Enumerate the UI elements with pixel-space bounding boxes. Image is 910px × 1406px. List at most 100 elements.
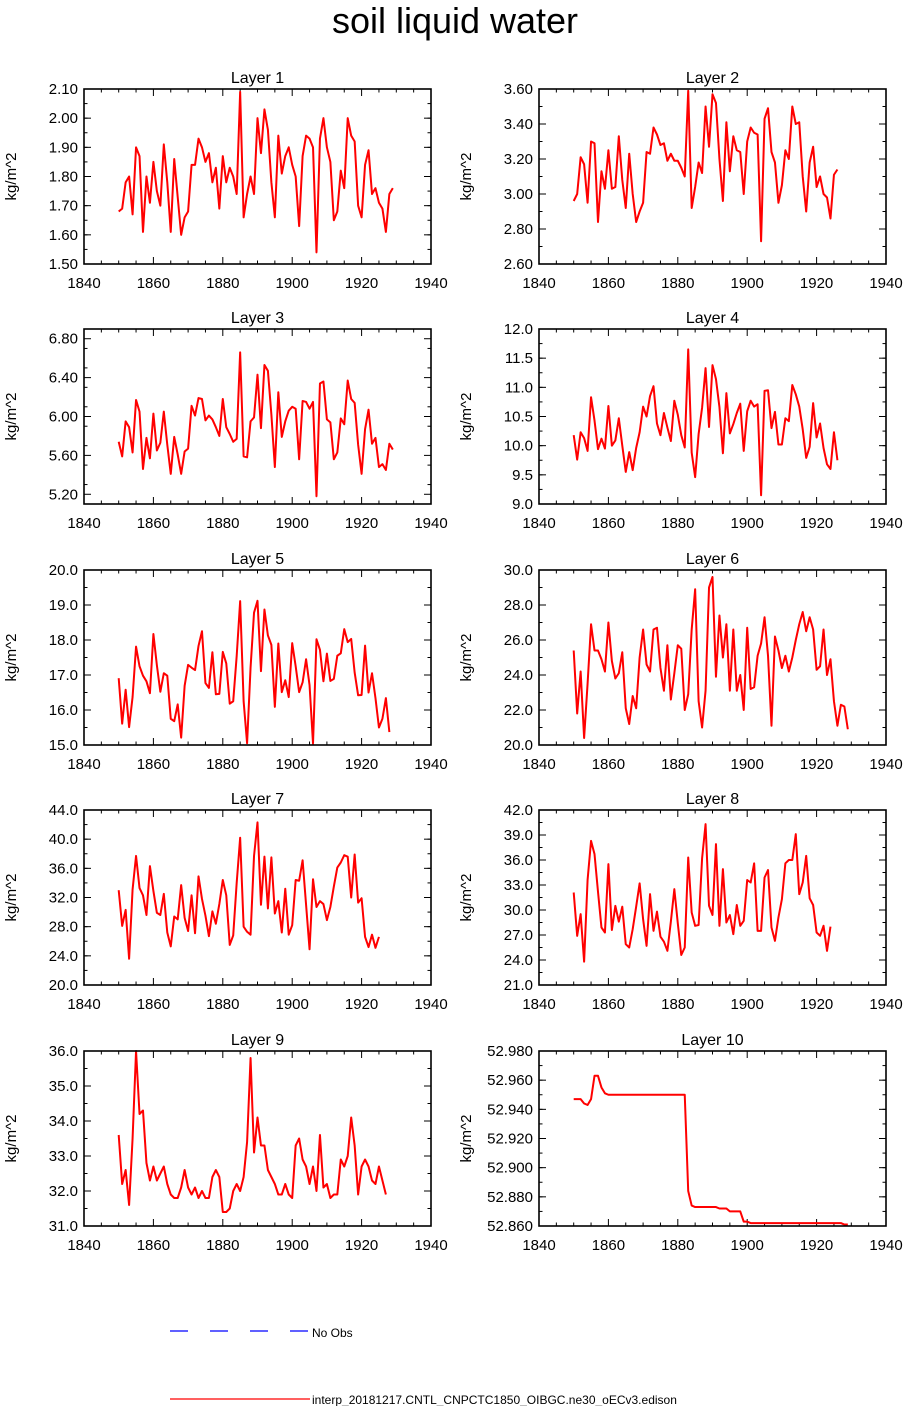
plot-frame — [83, 809, 432, 986]
y-tick-label: 36.0 — [504, 852, 533, 869]
y-tick-label: 1.80 — [49, 169, 78, 186]
x-tick-label: 1940 — [869, 275, 902, 292]
plot-frame — [83, 569, 432, 746]
x-tick-label: 1880 — [206, 756, 239, 773]
data-series-line — [573, 1074, 848, 1226]
y-tick-label: 24.0 — [504, 952, 533, 969]
y-tick-label: 12.0 — [504, 321, 533, 338]
y-tick-label: 36.0 — [49, 860, 78, 877]
x-tick-label: 1900 — [276, 275, 309, 292]
y-tick-label: 33.0 — [504, 877, 533, 894]
x-tick-label: 1880 — [661, 756, 694, 773]
data-series-line — [118, 90, 394, 254]
legend-obs-label: No Obs — [312, 1326, 353, 1340]
y-tick-label: 42.0 — [504, 802, 533, 819]
x-tick-label: 1840 — [522, 515, 555, 532]
x-tick-label: 1940 — [414, 996, 447, 1013]
x-tick-label: 1940 — [414, 1237, 447, 1254]
y-tick-label: 36.0 — [49, 1043, 78, 1060]
x-tick-label: 1860 — [137, 1237, 170, 1254]
plot-frame — [83, 328, 432, 505]
y-tick-label: 1.50 — [49, 256, 78, 273]
x-tick-label: 1940 — [414, 275, 447, 292]
y-tick-label: 52.900 — [487, 1160, 533, 1177]
panel-title: Layer 6 — [686, 551, 739, 568]
y-axis-label: kg/m^2 — [458, 1115, 475, 1163]
panel-title: Layer 9 — [231, 1032, 284, 1049]
x-tick-label: 1860 — [592, 515, 625, 532]
x-tick-label: 1880 — [206, 275, 239, 292]
chart-panel-7: Layer 7 kg/m^2 1840 1860 1880 1900 1920 1940 20.… — [3, 791, 448, 1013]
y-tick-label: 6.40 — [49, 370, 78, 387]
y-tick-label: 3.20 — [504, 151, 533, 168]
plot-frame — [538, 1050, 887, 1227]
x-tick-label: 1840 — [67, 996, 100, 1013]
x-tick-label: 1880 — [206, 515, 239, 532]
y-tick-label: 17.0 — [49, 667, 78, 684]
y-tick-label: 27.0 — [504, 927, 533, 944]
y-tick-label: 2.00 — [49, 110, 78, 127]
y-tick-label: 21.0 — [504, 977, 533, 994]
y-tick-label: 52.980 — [487, 1043, 533, 1060]
y-tick-label: 1.70 — [49, 198, 78, 215]
y-tick-label: 15.0 — [49, 737, 78, 754]
x-tick-label: 1880 — [661, 1237, 694, 1254]
y-tick-label: 2.60 — [504, 256, 533, 273]
x-tick-label: 1860 — [137, 756, 170, 773]
data-series-line — [572, 576, 849, 739]
data-series-line — [572, 823, 832, 963]
chart-panel-4: Layer 4 kg/m^2 1840 1860 1880 1900 1920 1940 9.0… — [458, 310, 903, 532]
x-tick-label: 1920 — [800, 756, 833, 773]
x-tick-label: 1880 — [206, 1237, 239, 1254]
y-tick-label: 18.0 — [49, 632, 78, 649]
x-tick-label: 1900 — [731, 275, 764, 292]
x-tick-label: 1860 — [592, 756, 625, 773]
y-tick-label: 44.0 — [49, 802, 78, 819]
data-series-line — [117, 821, 380, 960]
chart-panel-2: Layer 2 kg/m^2 1840 1860 1880 1900 1920 1940 2.6… — [458, 70, 903, 292]
y-axis-label: kg/m^2 — [3, 153, 20, 201]
y-tick-label: 10.0 — [504, 438, 533, 455]
data-series-line — [572, 89, 839, 243]
y-tick-label: 2.10 — [49, 81, 78, 98]
chart-panel-6: Layer 6 kg/m^2 1840 1860 1880 1900 1920 1940 20.… — [458, 551, 903, 773]
y-tick-label: 9.5 — [512, 467, 533, 484]
y-tick-label: 22.0 — [504, 702, 533, 719]
y-tick-label: 20.0 — [49, 562, 78, 579]
x-tick-label: 1900 — [731, 515, 764, 532]
y-tick-label: 5.60 — [49, 447, 78, 464]
x-tick-label: 1880 — [661, 275, 694, 292]
plot-frame — [538, 809, 887, 986]
y-tick-label: 11.5 — [505, 350, 533, 367]
x-tick-label: 1900 — [276, 996, 309, 1013]
y-axis-label: kg/m^2 — [3, 1115, 20, 1163]
x-tick-label: 1920 — [345, 756, 378, 773]
data-series-line — [117, 599, 391, 745]
y-tick-label: 6.00 — [49, 409, 78, 426]
y-tick-label: 32.0 — [49, 890, 78, 907]
y-axis-label: kg/m^2 — [3, 874, 20, 922]
x-tick-label: 1900 — [731, 996, 764, 1013]
x-tick-label: 1940 — [869, 996, 902, 1013]
data-series-line — [572, 348, 839, 497]
y-tick-label: 52.880 — [487, 1189, 533, 1206]
panel-title: Layer 5 — [231, 551, 284, 568]
y-tick-label: 20.0 — [49, 977, 78, 994]
x-tick-label: 1920 — [800, 1237, 833, 1254]
plot-frame — [538, 328, 887, 505]
y-tick-label: 33.0 — [49, 1148, 78, 1165]
y-axis-label: kg/m^2 — [3, 393, 20, 441]
chart-panel-5: Layer 5 kg/m^2 1840 1860 1880 1900 1920 1940 15.… — [3, 551, 448, 773]
y-tick-label: 1.60 — [49, 227, 78, 244]
plot-frame — [83, 1050, 432, 1227]
x-tick-label: 1920 — [345, 1237, 378, 1254]
x-tick-label: 1840 — [522, 996, 555, 1013]
x-tick-label: 1860 — [137, 515, 170, 532]
x-tick-label: 1860 — [592, 275, 625, 292]
y-axis-label: kg/m^2 — [458, 874, 475, 922]
y-tick-label: 34.0 — [49, 1113, 78, 1130]
figure-title: soil liquid water — [332, 0, 578, 41]
y-tick-label: 24.0 — [504, 667, 533, 684]
chart-panel-10: Layer 10 kg/m^2 1840 1860 1880 1900 1920 1940 52… — [458, 1032, 903, 1254]
panel-title: Layer 4 — [686, 310, 739, 327]
